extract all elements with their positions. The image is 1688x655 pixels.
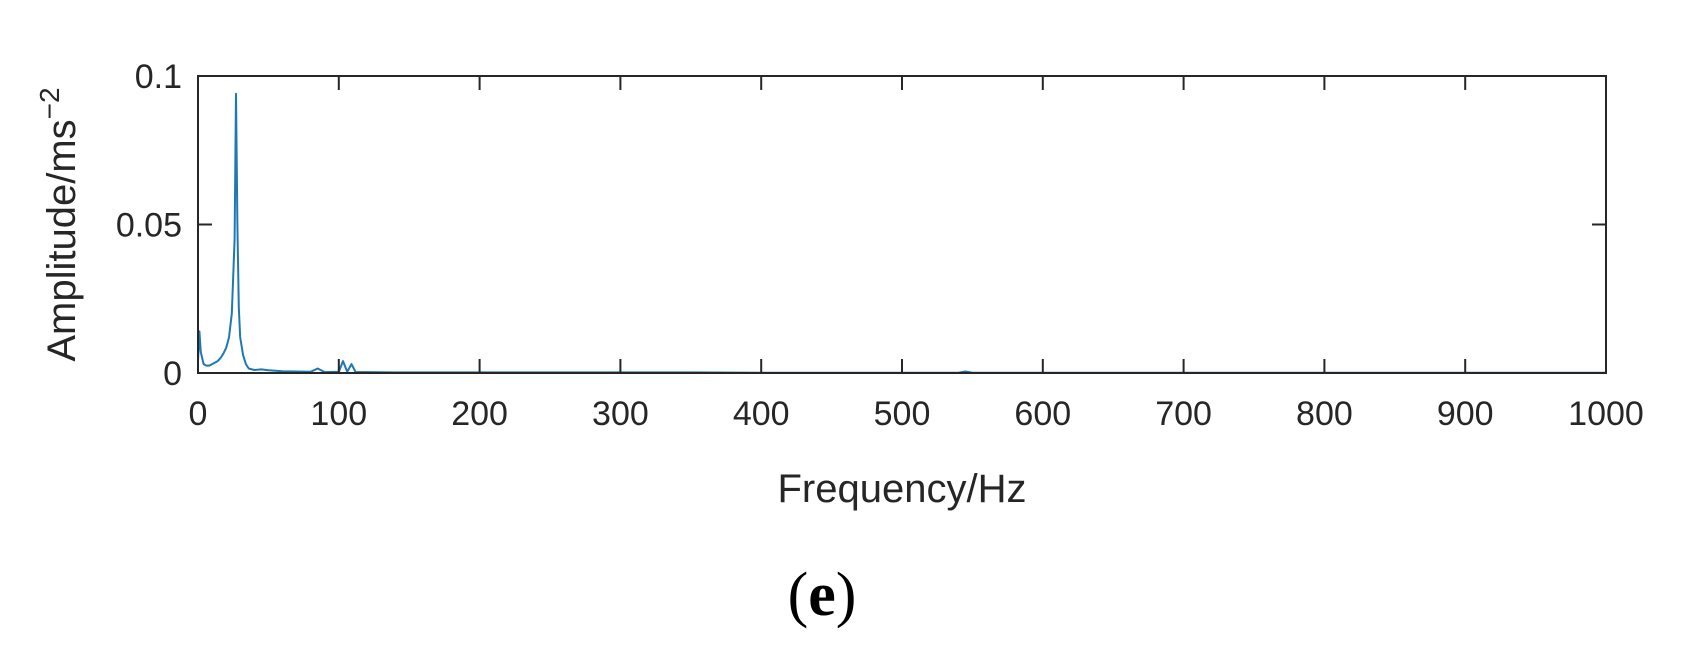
- y-axis-label-text: Amplitude/ms: [40, 119, 84, 361]
- x-tick-label: 800: [1296, 395, 1353, 433]
- x-axis-tick-labels: 0 100 200 300 400 500 600 700 800 900 1000: [189, 395, 1644, 433]
- x-tick-label: 600: [1014, 395, 1071, 433]
- y-axis-ticks: [198, 75, 1606, 374]
- x-tick-label: 700: [1155, 395, 1212, 433]
- panel-label-close: ): [836, 561, 857, 629]
- x-axis-ticks: [197, 76, 1607, 373]
- panel-label-letter: e: [808, 561, 836, 629]
- x-tick-label: 900: [1437, 395, 1494, 433]
- x-tick-label: 200: [451, 395, 508, 433]
- y-axis-label-superscript: −2: [34, 87, 65, 119]
- panel-label: (e): [788, 561, 857, 629]
- x-tick-label: 0: [189, 395, 208, 433]
- y-axis-label: Amplitude/ms−2: [34, 87, 84, 361]
- panel-label-open: (: [788, 561, 809, 629]
- plot-area: [198, 76, 1606, 373]
- x-tick-label: 1000: [1568, 395, 1644, 433]
- x-tick-label: 100: [310, 395, 367, 433]
- x-tick-label: 500: [874, 395, 931, 433]
- x-axis-label: Frequency/Hz: [778, 467, 1027, 511]
- y-axis-tick-labels: 0 0.05 0.1: [116, 58, 182, 393]
- y-tick-label: 0: [163, 355, 182, 393]
- x-tick-label: 400: [733, 395, 790, 433]
- x-tick-label: 300: [592, 395, 649, 433]
- y-tick-label: 0.05: [116, 207, 182, 245]
- y-tick-label: 0.1: [135, 58, 182, 96]
